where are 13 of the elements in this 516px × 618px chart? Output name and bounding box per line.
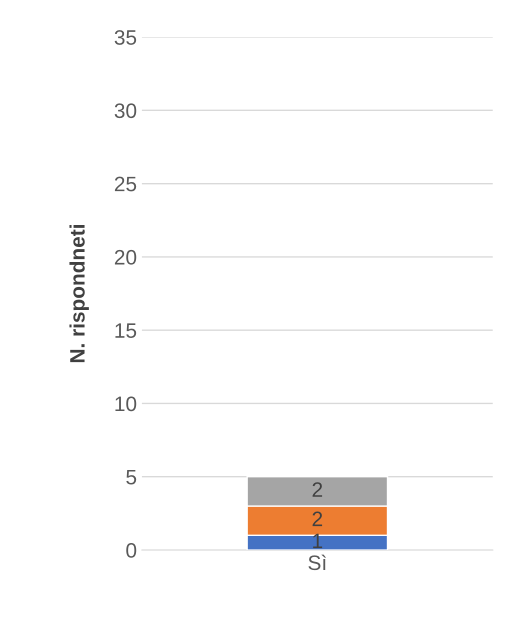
y-tick-label: 5 (126, 470, 136, 484)
y-tick-label: 15 (115, 323, 136, 338)
y-tick-label: 0 (126, 543, 136, 558)
y-tick-label: 30 (114, 103, 136, 118)
x-tick-label: Sì (308, 554, 326, 570)
data-label: 2 (312, 512, 322, 526)
y-tick-label: 10 (115, 396, 136, 412)
y-tick-label: 35 (114, 30, 136, 45)
y-tick-label: 25 (114, 176, 136, 192)
data-label: 2 (312, 482, 322, 497)
data-label: 1 (313, 534, 322, 548)
y-tick-label: 20 (114, 250, 136, 265)
y-axis-title: N. rispondneti (69, 225, 89, 362)
